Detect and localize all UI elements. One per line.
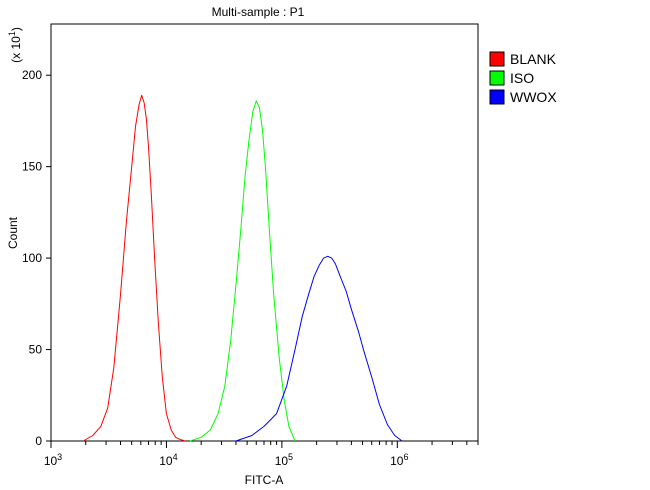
chart-title: Multi-sample : P1 xyxy=(212,5,305,19)
x-tick-label: 106 xyxy=(390,452,408,468)
legend-swatch-wwox xyxy=(489,89,505,105)
y-tick-label: 50 xyxy=(29,343,43,357)
legend-label-blank: BLANK xyxy=(510,51,557,67)
x-tick-label: 105 xyxy=(275,452,293,468)
x-tick-exponent: 3 xyxy=(57,452,62,462)
x-tick-base: 10 xyxy=(390,454,404,468)
x-tick-base: 10 xyxy=(159,454,173,468)
x-axis-title: FITC-A xyxy=(245,473,284,487)
legend: BLANK ISO WWOX xyxy=(489,51,557,105)
x-tick-label: 104 xyxy=(159,452,177,468)
y-multiplier-suffix: ) xyxy=(9,27,23,31)
x-tick-exponent: 4 xyxy=(173,452,178,462)
legend-swatch-iso xyxy=(489,70,505,86)
series-line-iso xyxy=(189,100,296,442)
x-tick-exponent: 6 xyxy=(403,452,408,462)
y-tick-label: 0 xyxy=(35,434,42,448)
y-tick-label: 150 xyxy=(22,160,42,174)
y-multiplier-prefix: (x 10 xyxy=(9,36,23,63)
y-tick-label: 100 xyxy=(22,251,42,265)
series-line-blank xyxy=(82,94,186,442)
plot-frame xyxy=(50,23,479,442)
y-axis-multiplier: (x 101) xyxy=(7,27,23,63)
y-tick-label: 200 xyxy=(22,68,42,82)
y-axis-title: Count xyxy=(6,216,20,249)
x-tick-label: 103 xyxy=(44,452,62,468)
series-line-wwox xyxy=(235,255,403,442)
x-tick-exponent: 5 xyxy=(288,452,293,462)
y-multiplier-exponent: 1 xyxy=(7,31,17,36)
legend-swatch-blank xyxy=(489,51,505,67)
x-tick-base: 10 xyxy=(44,454,58,468)
legend-label-iso: ISO xyxy=(510,70,534,86)
legend-label-wwox: WWOX xyxy=(510,89,557,105)
x-tick-base: 10 xyxy=(275,454,289,468)
